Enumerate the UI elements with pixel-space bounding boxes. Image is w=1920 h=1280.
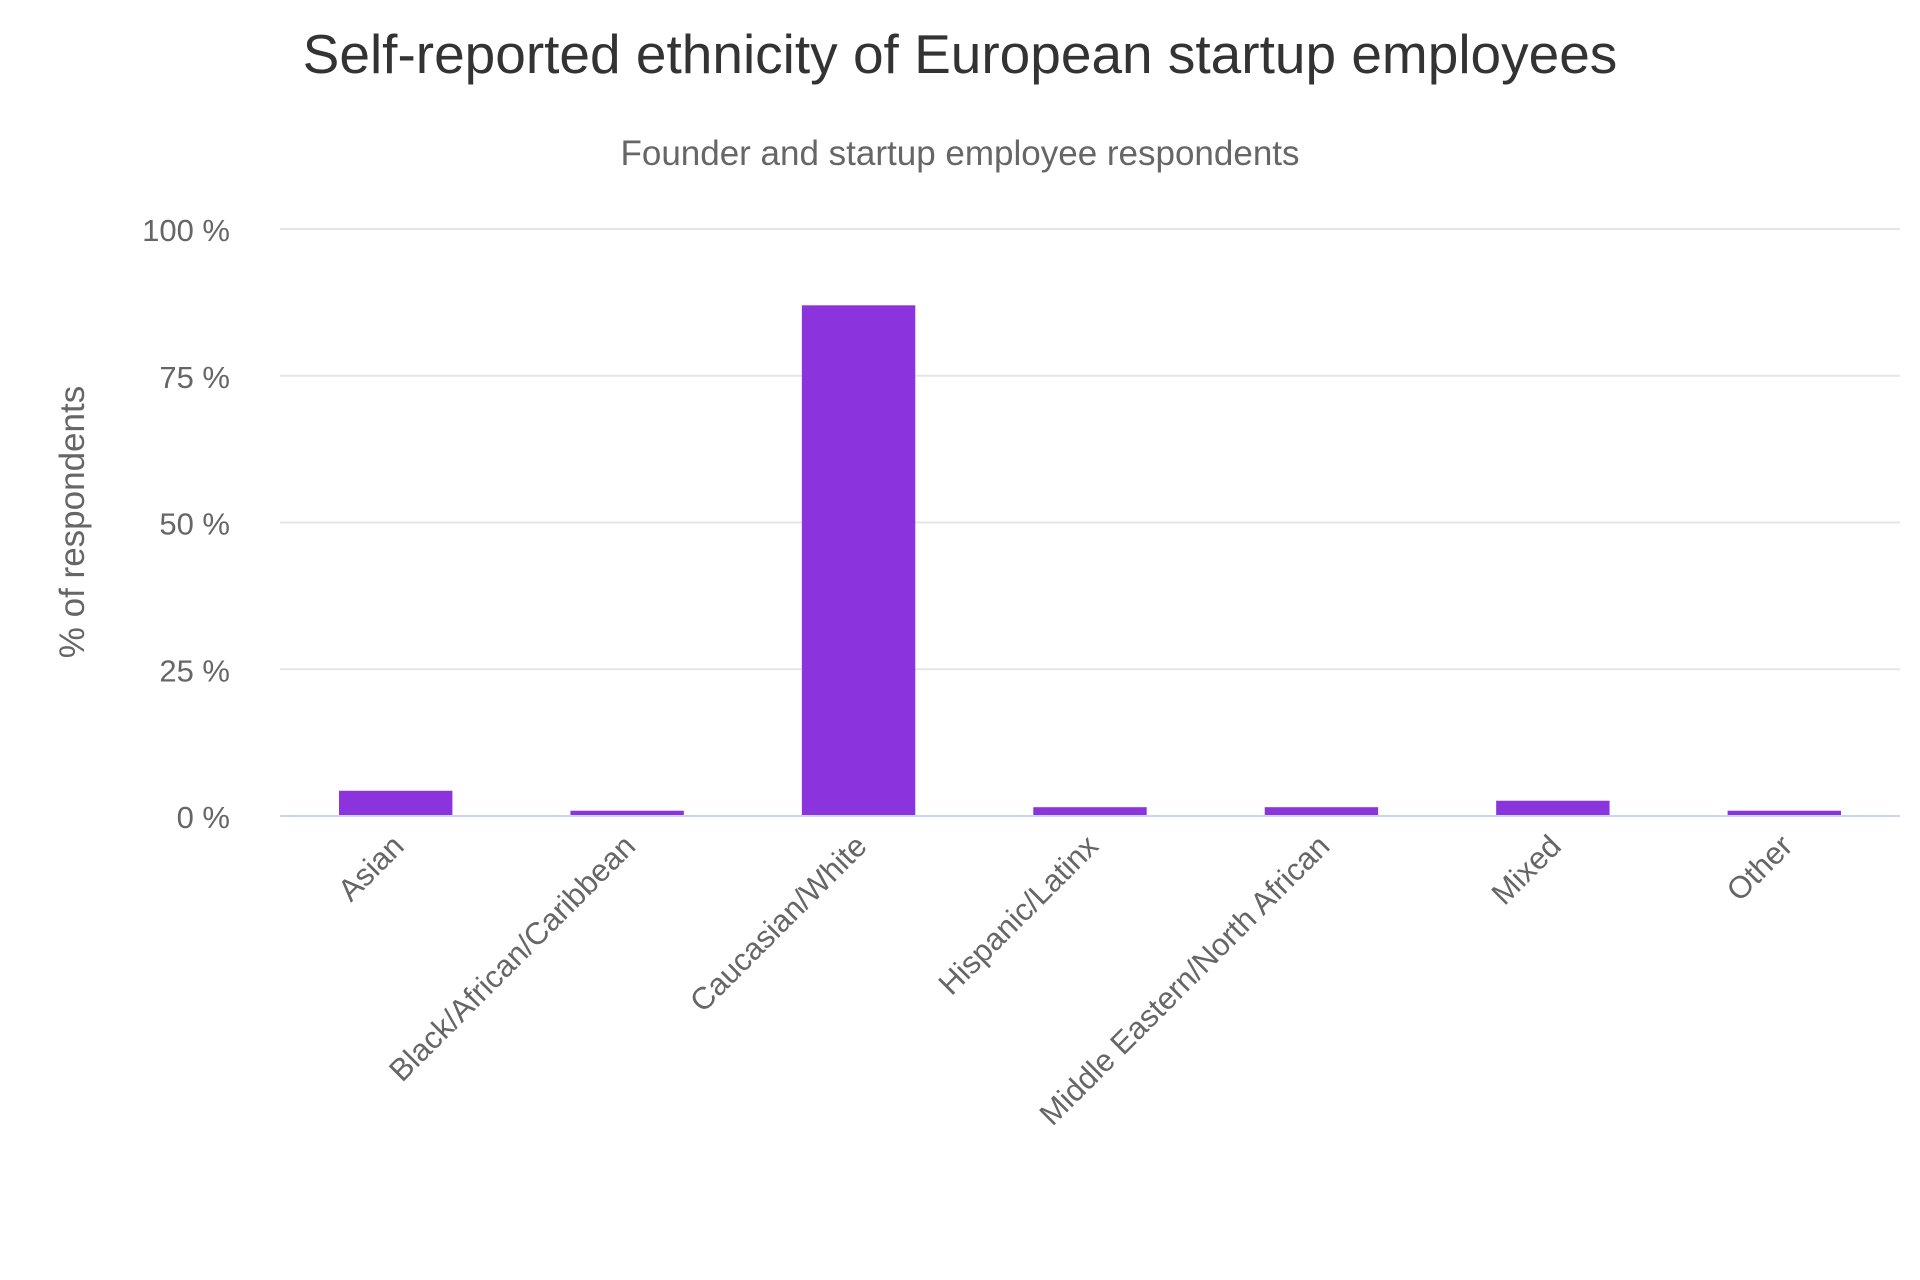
bar[interactable] — [1727, 810, 1841, 816]
bar[interactable] — [570, 810, 684, 816]
chart-title: Self-reported ethnicity of European star… — [302, 23, 1618, 85]
bar[interactable] — [339, 790, 453, 816]
bar[interactable] — [1264, 807, 1379, 816]
x-tick-label: Other — [1720, 828, 1800, 908]
y-tick-label: 25 % — [159, 653, 230, 688]
y-tick-label: 0 % — [177, 800, 230, 835]
y-tick-label: 100 % — [142, 213, 230, 248]
bar[interactable] — [801, 305, 916, 816]
bar[interactable] — [1033, 807, 1147, 816]
chart-subtitle: Founder and startup employee respondents — [620, 134, 1300, 173]
x-tick-label: Black/African/Caribbean — [382, 828, 642, 1088]
x-tick-label: Caucasian/White — [683, 828, 873, 1018]
bar[interactable] — [1496, 800, 1610, 816]
x-tick-label: Hispanic/Latinx — [932, 828, 1106, 1002]
y-tick-label: 50 % — [159, 507, 230, 542]
y-axis-title: % of respondents — [53, 386, 92, 658]
grid-layer: 0 % 25 % 50 % 75 % 100 % — [142, 213, 1900, 835]
x-tick-label: Mixed — [1485, 828, 1568, 911]
y-tick-label: 75 % — [159, 360, 230, 395]
x-tick-label: Asian — [331, 828, 411, 908]
bar-layer — [339, 305, 1841, 816]
